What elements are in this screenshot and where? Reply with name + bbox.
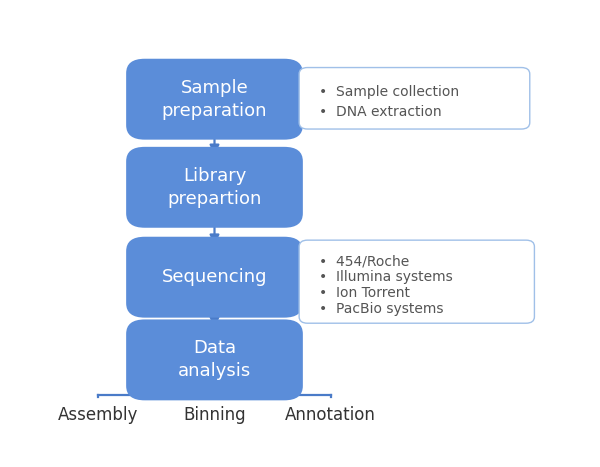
Text: Library
prepartion: Library prepartion bbox=[167, 167, 262, 208]
Text: •  Sample collection: • Sample collection bbox=[319, 85, 459, 99]
Text: Assembly: Assembly bbox=[58, 405, 139, 424]
Text: Sample
preparation: Sample preparation bbox=[162, 79, 267, 120]
Text: Binning: Binning bbox=[183, 405, 246, 424]
Text: •  454/Roche: • 454/Roche bbox=[319, 255, 409, 269]
FancyBboxPatch shape bbox=[126, 147, 303, 228]
Text: Annotation: Annotation bbox=[286, 405, 376, 424]
Text: •  PacBio systems: • PacBio systems bbox=[319, 302, 443, 316]
FancyBboxPatch shape bbox=[299, 240, 535, 323]
FancyBboxPatch shape bbox=[126, 237, 303, 318]
FancyBboxPatch shape bbox=[126, 59, 303, 140]
Text: Data
analysis: Data analysis bbox=[178, 340, 251, 380]
Text: •  DNA extraction: • DNA extraction bbox=[319, 105, 442, 119]
Text: •  Illumina systems: • Illumina systems bbox=[319, 270, 453, 284]
Text: Sequencing: Sequencing bbox=[162, 268, 267, 286]
Text: •  Ion Torrent: • Ion Torrent bbox=[319, 286, 410, 300]
FancyBboxPatch shape bbox=[299, 68, 530, 129]
FancyBboxPatch shape bbox=[126, 319, 303, 400]
